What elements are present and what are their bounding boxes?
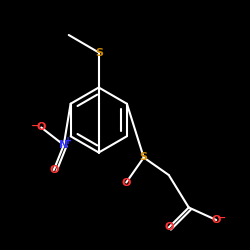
Text: O: O [164, 222, 173, 232]
Text: S: S [95, 48, 103, 58]
Text: +: + [64, 136, 72, 145]
Text: O: O [36, 122, 46, 132]
Text: O: O [49, 165, 58, 175]
Text: N: N [59, 140, 69, 150]
Text: −: − [217, 212, 226, 222]
Text: −: − [31, 120, 40, 130]
Text: S: S [140, 152, 148, 162]
Text: O: O [122, 178, 131, 188]
Text: O: O [212, 215, 221, 225]
